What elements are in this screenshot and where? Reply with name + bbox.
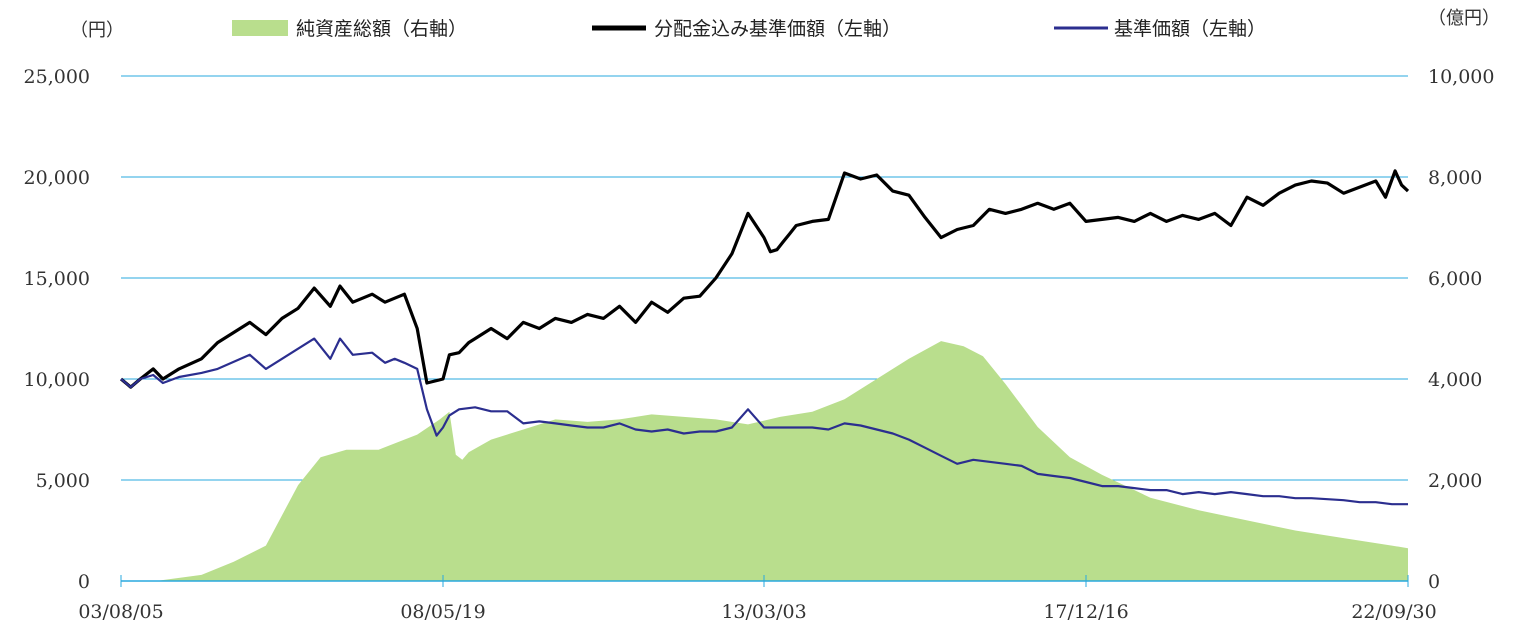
legend-label-nav-with-dividends: 分配金込み基準価額（左軸） bbox=[654, 18, 901, 40]
right-tick-label: 8,000 bbox=[1428, 167, 1482, 189]
right-tick-label: 4,000 bbox=[1428, 369, 1482, 391]
x-axis: 03/08/05 08/05/19 13/03/03 17/12/16 22/0… bbox=[78, 601, 1436, 623]
legend: 純資産総額（右軸） 分配金込み基準価額（左軸） 基準価額（左軸） bbox=[232, 18, 1266, 40]
net-assets-area bbox=[121, 341, 1408, 581]
right-tick-label: 2,000 bbox=[1428, 470, 1482, 492]
left-tick-label: 25,000 bbox=[24, 66, 90, 88]
left-tick-label: 20,000 bbox=[24, 167, 90, 189]
right-axis-unit: （億円） bbox=[1428, 8, 1500, 29]
right-tick-label: 6,000 bbox=[1428, 268, 1482, 290]
left-tick-label: 5,000 bbox=[36, 470, 90, 492]
x-tick-label: 03/08/05 bbox=[78, 601, 163, 623]
x-tick-label: 08/05/19 bbox=[400, 601, 485, 623]
left-tick-label: 15,000 bbox=[24, 268, 90, 290]
left-tick-label: 10,000 bbox=[24, 369, 90, 391]
right-tick-label: 0 bbox=[1428, 571, 1440, 593]
legend-swatch-net-assets bbox=[232, 20, 288, 36]
left-axis-unit: （円） bbox=[70, 20, 124, 41]
x-tick-label: 13/03/03 bbox=[721, 601, 806, 623]
gridlines bbox=[121, 75, 1408, 481]
nav-with-dividends-line bbox=[119, 169, 1410, 389]
x-tick-label: 17/12/16 bbox=[1043, 601, 1128, 623]
legend-label-nav: 基準価額（左軸） bbox=[1114, 18, 1266, 40]
legend-label-net-assets: 純資産総額（右軸） bbox=[296, 18, 467, 40]
left-axis: （円） 0 5,000 10,000 15,000 20,000 25,000 bbox=[24, 20, 124, 593]
left-tick-label: 0 bbox=[78, 571, 90, 593]
x-tick-label: 22/09/30 bbox=[1351, 601, 1436, 623]
right-tick-label: 10,000 bbox=[1428, 66, 1494, 88]
nav-line bbox=[120, 337, 1408, 506]
x-tick-marks bbox=[120, 575, 1409, 587]
right-axis: （億円） 0 2,000 4,000 6,000 8,000 10,000 bbox=[1428, 8, 1500, 593]
